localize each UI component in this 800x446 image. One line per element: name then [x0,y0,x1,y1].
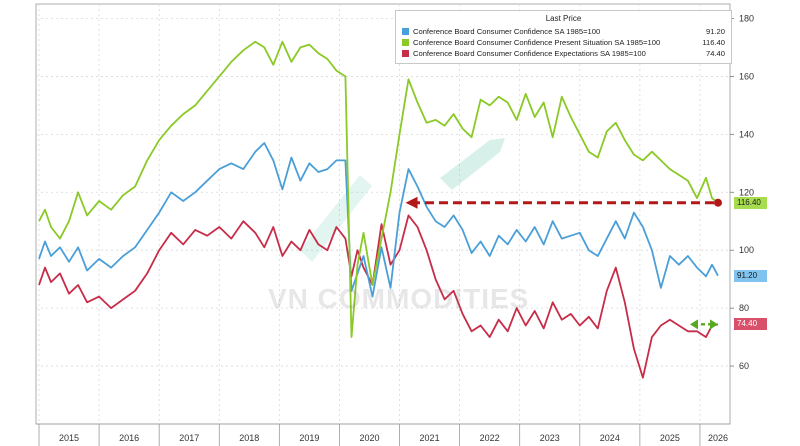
x-tick-label: 2016 [119,433,139,443]
x-tick-label: 2024 [600,433,620,443]
annotation-green-arrowhead [710,319,718,330]
legend-last-value: 116.40 [702,38,725,47]
legend-label: Conference Board Consumer Confidence SA … [413,27,601,36]
legend-swatch-green [402,39,409,46]
legend-label: Conference Board Consumer Confidence Exp… [413,49,646,58]
legend-entry-consumer-confidence: Conference Board Consumer Confidence SA … [402,26,725,37]
last-price-badge-green: 116.40 [734,196,767,209]
legend-entry-expectations: Conference Board Consumer Confidence Exp… [402,48,725,59]
x-tick-label: 2021 [420,433,440,443]
legend-swatch-red [402,50,409,57]
x-tick-label: 2022 [480,433,500,443]
x-tick-label: 2017 [179,433,199,443]
watermark: VN COMMODITIES [268,283,530,314]
x-tick-label: 2018 [239,433,259,443]
legend-label: Conference Board Consumer Confidence Pre… [413,38,661,47]
x-tick-label: 2025 [660,433,680,443]
x-tick-label: 2019 [299,433,319,443]
x-tick-label: 2020 [359,433,379,443]
y-tick-label: 180 [739,13,754,23]
x-tick-label: 2023 [540,433,560,443]
y-tick-label: 80 [739,303,749,313]
x-tick-label: 2015 [59,433,79,443]
y-tick-label: 140 [739,129,754,139]
legend-header: Last Price [545,14,582,23]
x-tick-label: 2026 [708,433,728,443]
series-line-1 [38,40,719,339]
plot-area [35,3,731,425]
annotation-green-arrowhead [690,319,698,330]
series-line-0 [38,142,719,298]
y-tick-label: 120 [739,187,754,197]
legend-entry-present-situation: Conference Board Consumer Confidence Pre… [402,37,725,48]
annotation-end-dot [713,198,722,207]
legend: Last Price Conference Board Consumer Con… [395,10,732,64]
last-price-badge-blue: 91.20 [734,269,767,282]
y-tick-label: 100 [739,245,754,255]
y-tick-label: 60 [739,361,749,371]
annotation-arrowhead [405,196,418,209]
watermark-arrow-shape [440,138,505,190]
last-price-badge-red: 74.40 [734,318,767,331]
legend-last-value: 74.40 [705,49,725,58]
legend-last-value: 91.20 [705,27,725,36]
legend-swatch-blue [402,28,409,35]
y-tick-label: 160 [739,71,754,81]
watermark-arrow-shape [300,175,372,262]
